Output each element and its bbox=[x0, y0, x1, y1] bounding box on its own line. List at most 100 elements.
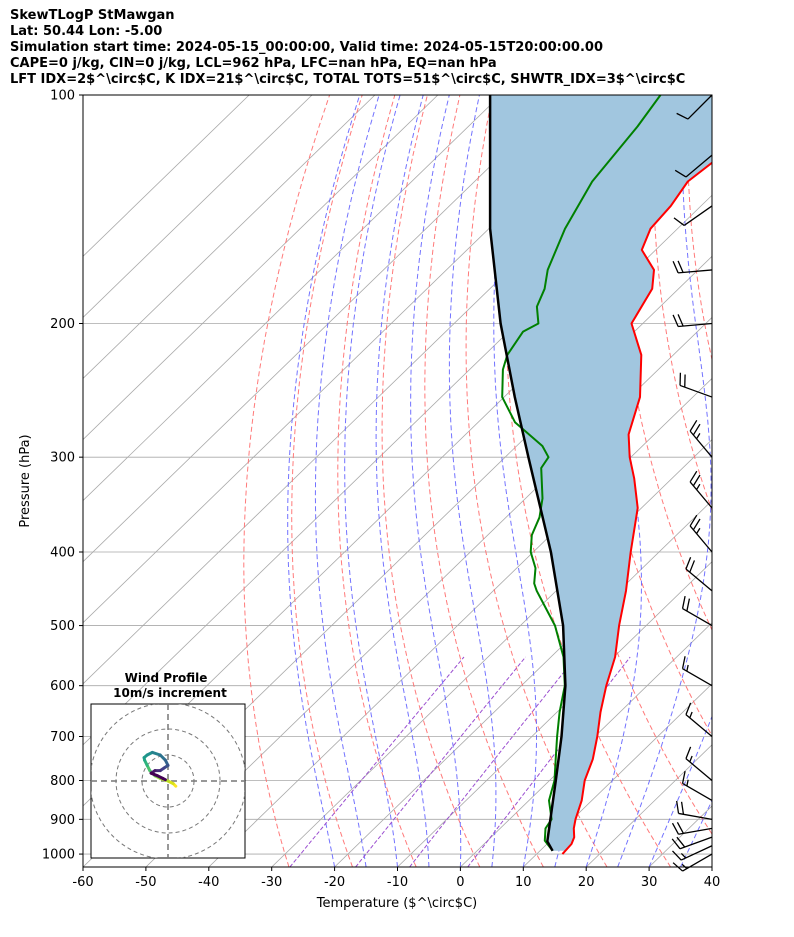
isotherm-line bbox=[271, 438, 712, 867]
barb-flag-full bbox=[672, 261, 679, 274]
isotherm-line bbox=[523, 683, 712, 867]
barb-flag-full bbox=[673, 217, 685, 226]
dry-adiabat bbox=[291, 95, 363, 867]
barb-staff bbox=[682, 782, 713, 802]
dry-adiabat bbox=[337, 95, 417, 867]
barb-staff bbox=[685, 758, 713, 782]
barb-flag-full bbox=[689, 560, 696, 573]
moist-adiabat bbox=[344, 95, 401, 867]
barb-flag-full bbox=[685, 702, 692, 715]
barb-flag-full bbox=[680, 801, 685, 815]
barb-staff bbox=[683, 205, 713, 226]
wind-barb bbox=[672, 853, 713, 872]
dry-adiabat bbox=[243, 95, 331, 867]
barb-staff bbox=[689, 430, 713, 458]
wind-barb bbox=[681, 596, 713, 627]
wind-barb bbox=[689, 514, 713, 553]
barb-flag-half bbox=[686, 664, 689, 672]
mixing-ratio-line bbox=[355, 656, 526, 867]
wind-barb bbox=[679, 372, 713, 398]
barb-flag-full bbox=[689, 420, 698, 432]
dewpoint-line bbox=[501, 95, 662, 852]
dry-adiabat bbox=[753, 95, 794, 867]
barb-staff bbox=[685, 714, 713, 737]
isotherm-line bbox=[83, 95, 502, 502]
y-axis-ticks: 100 200 300 400 500 600 700 800 900 1000 bbox=[42, 89, 83, 863]
x-tick-label: -40 bbox=[198, 875, 219, 890]
barb-flag-full bbox=[689, 470, 698, 483]
barb-flag-half bbox=[696, 483, 701, 490]
moist-adiabat bbox=[493, 95, 537, 867]
x-tick-label: 0 bbox=[456, 875, 464, 890]
barb-staff bbox=[682, 668, 713, 687]
barb-staff bbox=[678, 322, 713, 328]
y-tick-label: 600 bbox=[50, 679, 75, 694]
chart-header: SkewTLogP StMawgan Lat: 50.44 Lon: -5.00… bbox=[10, 8, 685, 88]
x-tick-label: 30 bbox=[641, 875, 658, 890]
hodograph-title: Wind Profile bbox=[125, 671, 208, 685]
barb-staff bbox=[685, 154, 713, 178]
barb-flag-full bbox=[681, 770, 686, 784]
barb-staff bbox=[679, 384, 713, 398]
x-tick-label: -60 bbox=[72, 875, 93, 890]
isotherm-line bbox=[775, 95, 794, 867]
barb-flag-full bbox=[692, 518, 701, 531]
dry-adiabat bbox=[652, 95, 712, 512]
x-axis-ticks: -60 -50 -40 -30 -20 -10 0 10 20 30 40 bbox=[72, 867, 720, 890]
moist-adiabat bbox=[711, 865, 712, 867]
barb-staff bbox=[679, 836, 713, 850]
barb-flag-full bbox=[671, 838, 681, 850]
y-axis-label: Pressure (hPa) bbox=[18, 434, 33, 527]
barb-flag-half bbox=[696, 527, 701, 534]
y-tick-label: 900 bbox=[50, 813, 75, 828]
barb-flag-half bbox=[689, 755, 693, 763]
barb-flag-full bbox=[672, 850, 682, 861]
x-tick-label: -20 bbox=[324, 875, 345, 890]
wind-barb bbox=[689, 470, 713, 509]
barb-flag-full bbox=[681, 596, 686, 609]
wind-barb bbox=[685, 556, 713, 592]
moist-adiabat bbox=[314, 95, 380, 867]
wind-barb bbox=[672, 314, 713, 328]
wind-barb bbox=[671, 821, 713, 835]
barb-flag-full bbox=[671, 822, 680, 835]
x-tick-label: 40 bbox=[704, 875, 721, 890]
isotherm-line bbox=[83, 95, 564, 563]
parcel-line bbox=[488, 95, 567, 852]
barb-flag-full bbox=[676, 821, 685, 834]
barb-flag-full bbox=[676, 112, 689, 120]
index-line: LFT IDX=2$^\circ$C, K IDX=21$^\circ$C, T… bbox=[10, 72, 686, 87]
x-tick-label: 20 bbox=[578, 875, 595, 890]
y-tick-label: 100 bbox=[50, 89, 75, 104]
barb-flag-full bbox=[672, 862, 683, 872]
dry-adiabat bbox=[786, 95, 794, 867]
wind-barbs bbox=[671, 94, 713, 872]
moist-adiabat bbox=[617, 95, 712, 867]
barb-flag-full bbox=[685, 746, 692, 759]
barb-staff bbox=[678, 812, 713, 820]
barb-flag-full bbox=[676, 836, 686, 848]
wind-barb bbox=[672, 845, 713, 861]
y-tick-label: 300 bbox=[50, 451, 75, 466]
barb-flag-full bbox=[672, 314, 679, 327]
barb-flag-full bbox=[677, 260, 684, 273]
wind-barb bbox=[676, 94, 713, 120]
wind-barb bbox=[676, 800, 713, 820]
y-tick-label: 400 bbox=[50, 546, 75, 561]
barb-staff bbox=[689, 525, 713, 553]
dry-adiabat bbox=[465, 95, 608, 867]
hodograph-plot bbox=[91, 704, 245, 858]
isotherm-line bbox=[83, 95, 439, 441]
barb-flag-half bbox=[689, 711, 693, 719]
barb-flag-full bbox=[686, 598, 691, 612]
wind-barb bbox=[672, 260, 713, 274]
moist-adiabat bbox=[375, 95, 430, 867]
barb-flag-half bbox=[686, 779, 689, 787]
x-tick-label: -10 bbox=[387, 875, 408, 890]
wind-barb bbox=[681, 656, 713, 687]
barb-staff bbox=[678, 269, 713, 274]
temperature-line bbox=[561, 161, 712, 855]
isotherm-line bbox=[83, 95, 250, 257]
barb-flag-full bbox=[677, 314, 684, 327]
